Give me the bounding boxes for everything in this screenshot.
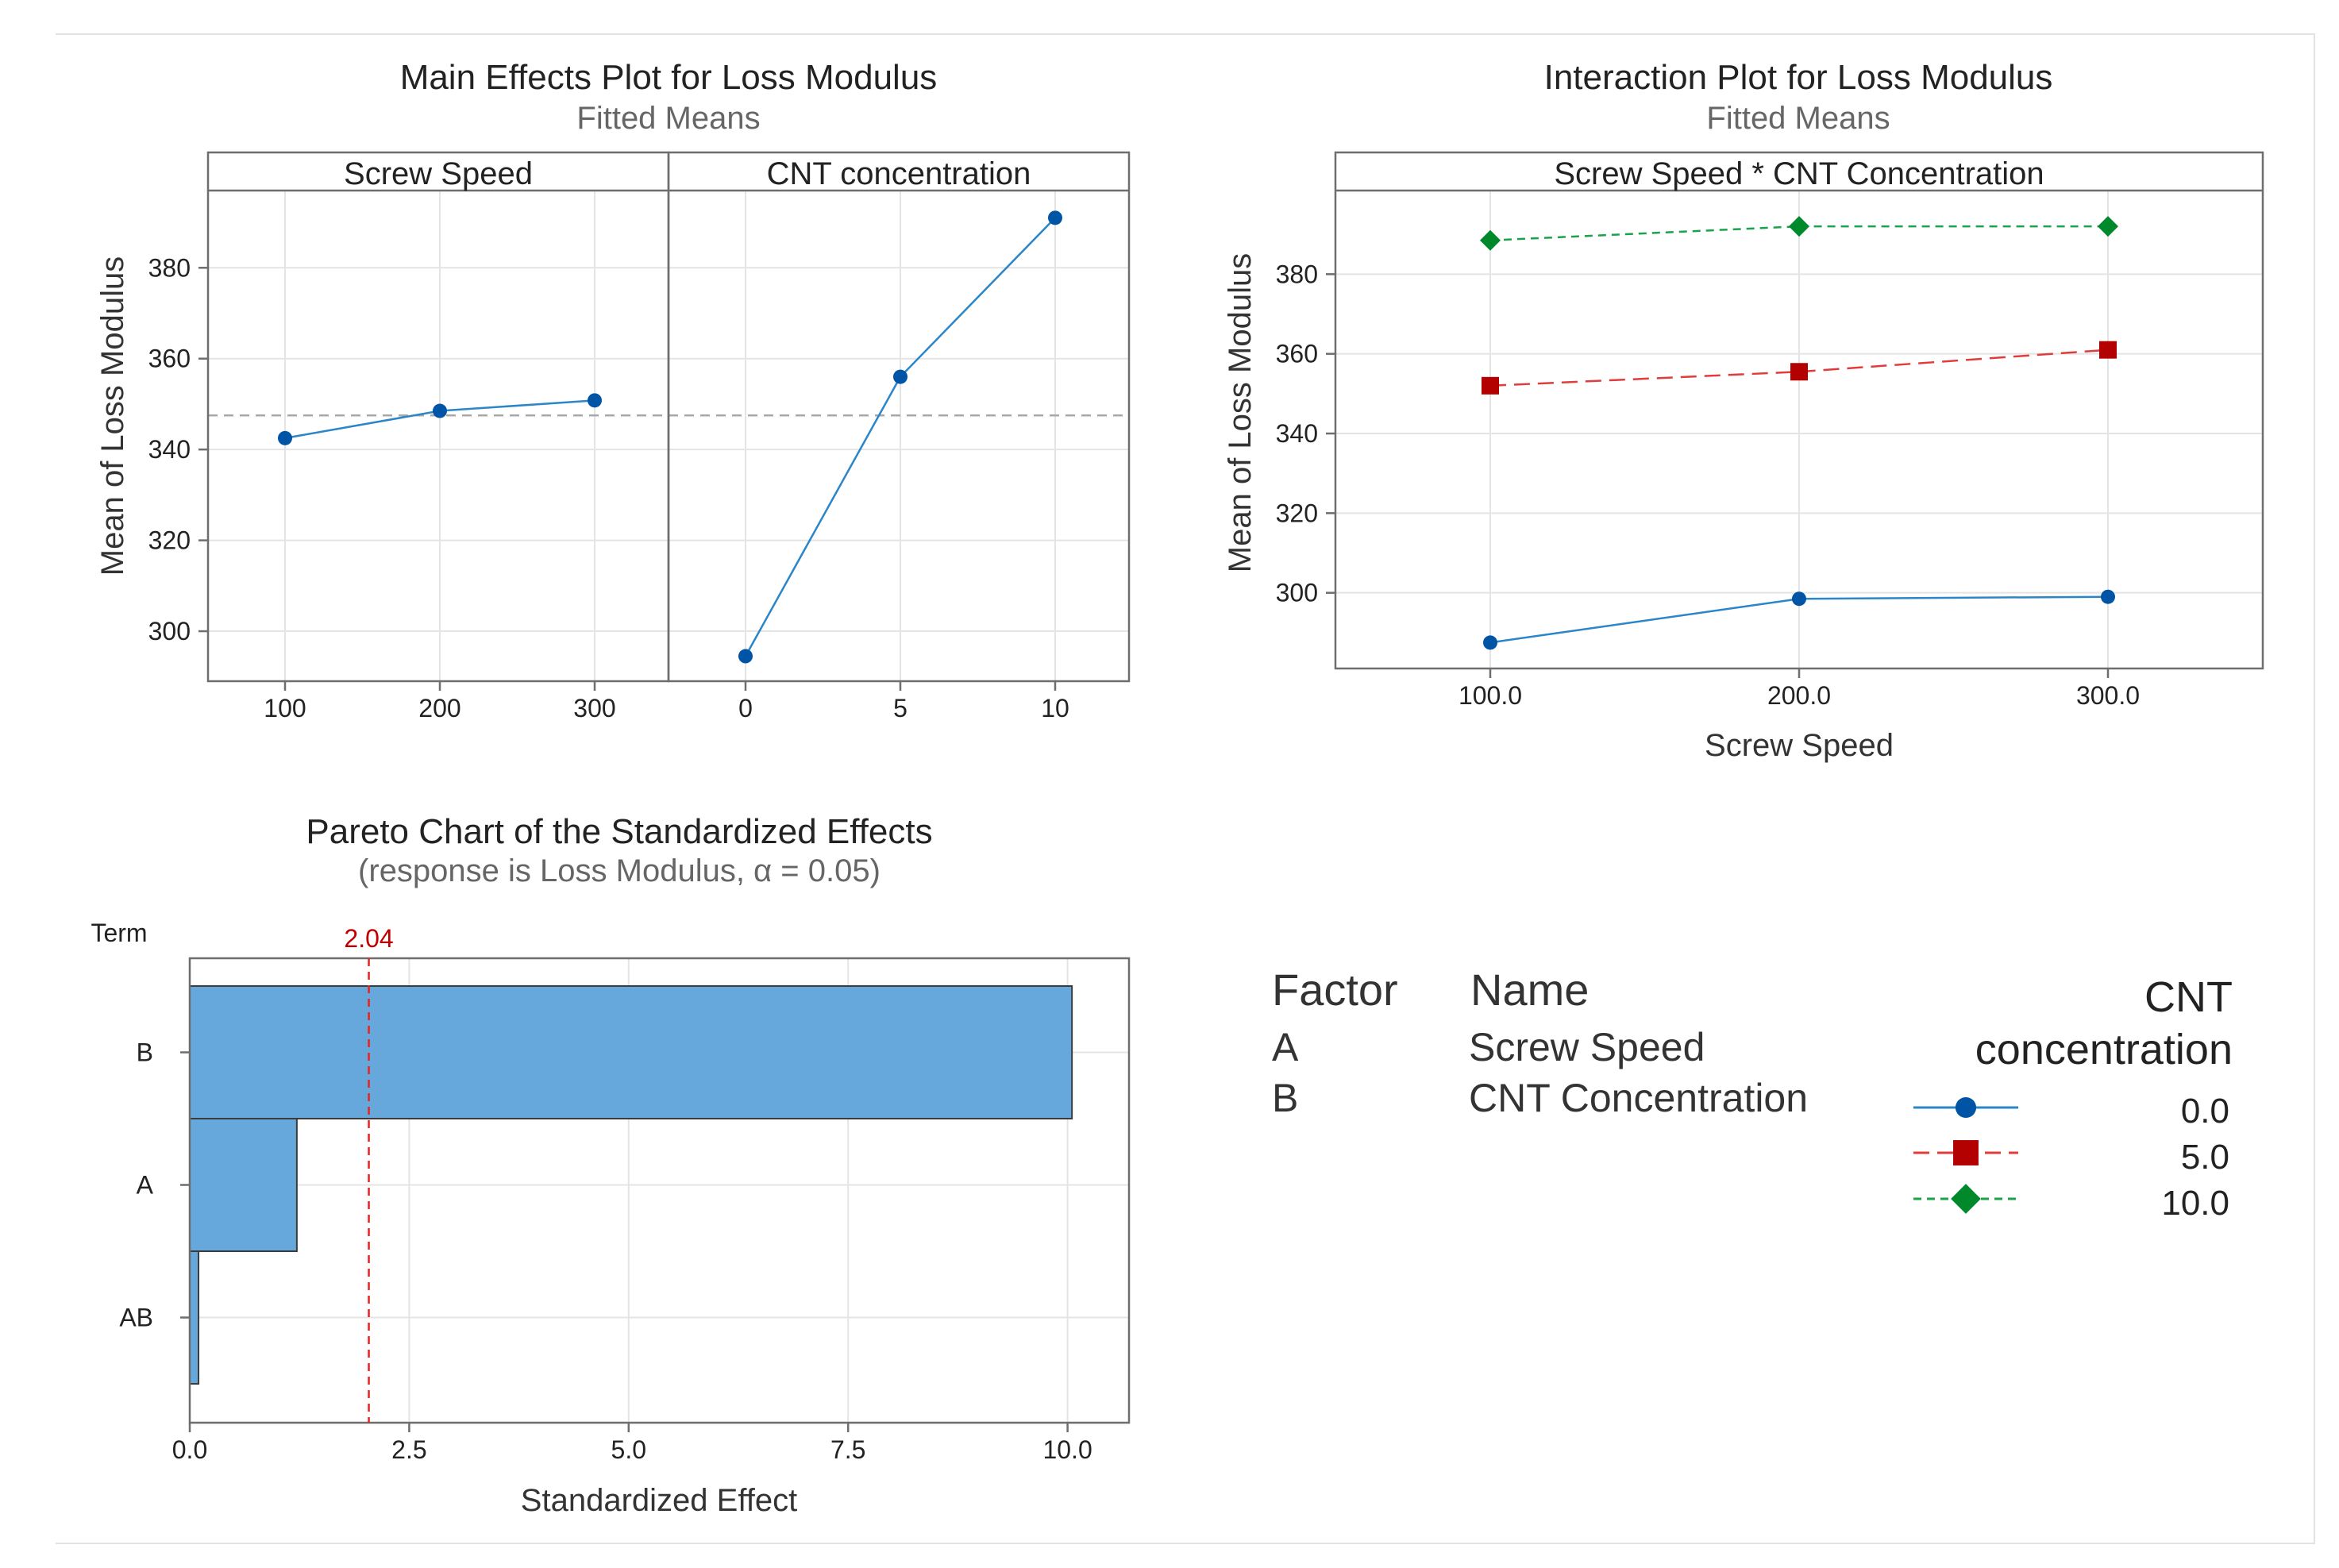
- pareto-xtick-label: 10.0: [1042, 1435, 1092, 1464]
- interaction-series: [1480, 216, 2118, 650]
- main-effects-point-1-0: [738, 649, 753, 664]
- factor-row-a-factor: A: [1272, 1025, 1299, 1069]
- factor-row-b-name: CNT Concentration: [1469, 1076, 1808, 1120]
- figure-border-right: [2314, 33, 2315, 1544]
- main-effects-ytick-label: 300: [148, 617, 191, 645]
- pareto-bar-ab: [189, 1250, 200, 1385]
- pareto-bar-b: [189, 985, 1073, 1119]
- interaction-point-cnt-5.0-0: [1482, 376, 1499, 395]
- interaction-ytick-label: 380: [1276, 260, 1318, 288]
- interaction-ytick-label: 340: [1276, 419, 1318, 448]
- interaction-strip-label: Screw Speed * CNT Concentration: [1554, 156, 2044, 191]
- interaction-point-cnt-10.0-0: [1480, 229, 1501, 251]
- name-header: Name: [1470, 965, 1589, 1015]
- main-effects-point-1-1: [893, 369, 907, 384]
- factor-row-b-factor: B: [1272, 1076, 1298, 1120]
- pareto-chart: Pareto Chart of the Standardized Effects…: [91, 812, 1131, 1518]
- interaction-point-cnt-0.0-1: [1792, 591, 1806, 607]
- main-effects-ytick-label: 380: [148, 253, 191, 282]
- main-effects-strip-cnt-concentration: CNT concentration: [767, 156, 1031, 191]
- interaction-ytick-label: 320: [1276, 499, 1318, 527]
- interaction-xlabel: Screw Speed: [1705, 728, 1894, 763]
- interaction-chart: Interaction Plot for Loss Modulus Fitted…: [1223, 58, 2264, 763]
- pareto-term-tick-label: B: [137, 1038, 153, 1067]
- interaction-point-cnt-5.0-1: [1790, 363, 1808, 381]
- pareto-xtick-label: 2.5: [391, 1435, 426, 1464]
- factor-header: Factor: [1272, 965, 1398, 1015]
- main-effects-strip-screw-speed: Screw Speed: [344, 156, 533, 191]
- interaction-ylabel: Mean of Loss Modulus: [1223, 253, 1258, 572]
- pareto-panel: [188, 957, 1131, 1424]
- pareto-subtitle: (response is Loss Modulus, α = 0.05): [358, 853, 880, 888]
- interaction-point-cnt-10.0-1: [1789, 216, 1809, 237]
- pareto-xtick-label: 7.5: [830, 1435, 865, 1464]
- interaction-xtick-label: 200.0: [1767, 681, 1831, 710]
- interaction-point-cnt-0.0-2: [2101, 589, 2115, 604]
- legend-title-line1: CNT: [2144, 973, 2233, 1021]
- main-effects-series: [278, 210, 1062, 664]
- legend-marker-10.0: [1951, 1184, 1981, 1214]
- interaction-ytick-label: 360: [1276, 340, 1318, 368]
- interaction-ytick-label: 300: [1276, 579, 1318, 607]
- interaction-point-cnt-0.0-0: [1483, 635, 1497, 650]
- main-effects-chart: Main Effects Plot for Loss Modulus Fitte…: [95, 58, 1131, 722]
- pareto-xlabel: Standardized Effect: [521, 1483, 797, 1518]
- main-effects-ylabel: Mean of Loss Modulus: [95, 256, 130, 576]
- main-effects-xtick-label: 100: [264, 694, 306, 722]
- pareto-xtick-label: 5.0: [611, 1435, 646, 1464]
- legend: CNT concentration 0.0 5.0 10.0: [1913, 973, 2233, 1223]
- pareto-bar-a: [189, 1118, 298, 1252]
- main-effects-ytick-label: 360: [148, 345, 191, 373]
- main-effects-point-1-2: [1048, 210, 1062, 225]
- main-effects-panel-right: [667, 151, 1131, 683]
- interaction-point-cnt-10.0-2: [2098, 216, 2118, 237]
- main-effects-xtick-label: 200: [418, 694, 460, 722]
- legend-label-0: 0.0: [2181, 1092, 2229, 1131]
- main-effects-x-ticks: 100 200 300 0 5 10: [264, 681, 1069, 722]
- pareto-term-tick-label: AB: [119, 1304, 153, 1332]
- pareto-x-ticks: 0.0 2.5 5.0 7.5 10.0: [172, 1423, 1092, 1464]
- legend-label-5: 5.0: [2181, 1138, 2229, 1177]
- pareto-reference-label: 2.04: [344, 924, 393, 953]
- interaction-line-cnt-10.0: [1489, 225, 2108, 241]
- pareto-term-ticks: B A AB: [119, 1038, 190, 1332]
- pareto-xtick-label: 0.0: [172, 1435, 207, 1464]
- legend-marker-5.0: [1953, 1140, 1979, 1165]
- main-effects-point-0-0: [278, 430, 292, 445]
- main-effects-xtick-label: 10: [1041, 694, 1069, 722]
- main-effects-xtick-label: 5: [893, 694, 907, 722]
- pareto-reference: 2.04: [344, 924, 394, 1423]
- main-effects-subtitle: Fitted Means: [576, 101, 760, 136]
- interaction-xtick-label: 100.0: [1459, 681, 1522, 710]
- interaction-xtick-label: 300.0: [2076, 681, 2140, 710]
- interaction-title: Interaction Plot for Loss Modulus: [1544, 58, 2053, 97]
- interaction-subtitle: Fitted Means: [1706, 101, 1890, 136]
- legend-marker-0.0: [1955, 1096, 1977, 1119]
- legend-label-10: 10.0: [2161, 1184, 2229, 1223]
- pareto-title: Pareto Chart of the Standardized Effects: [306, 812, 932, 851]
- main-effects-ytick-label: 320: [148, 526, 191, 555]
- main-effects-point-0-2: [588, 393, 602, 408]
- factor-table: Factor Name A Screw Speed B CNT Concentr…: [1272, 965, 1808, 1120]
- main-effects-ytick-label: 340: [148, 435, 191, 464]
- main-effects-xtick-label: 0: [738, 694, 753, 722]
- main-effects-title: Main Effects Plot for Loss Modulus: [400, 58, 938, 97]
- figure-border-top: [56, 33, 2315, 35]
- factor-row-a-name: Screw Speed: [1469, 1025, 1705, 1069]
- interaction-x-ticks: 100.0 200.0 300.0: [1459, 668, 2140, 710]
- figure-border-bottom: [56, 1543, 2315, 1544]
- pareto-term-tick-label: A: [137, 1171, 154, 1200]
- main-effects-point-0-1: [433, 403, 447, 418]
- legend-title-line2: concentration: [1975, 1026, 2233, 1073]
- main-effects-y-ticks: 300 320 340 360 380: [148, 253, 208, 645]
- pareto-bars: [189, 985, 1073, 1385]
- interaction-line-cnt-5.0: [1489, 349, 2109, 387]
- main-effects-xtick-label: 300: [573, 694, 615, 722]
- interaction-point-cnt-5.0-2: [2099, 341, 2117, 359]
- interaction-y-ticks: 300 320 340 360 380: [1276, 260, 1335, 607]
- legend-keys: [1913, 1096, 2018, 1214]
- pareto-term-label: Term: [91, 919, 147, 947]
